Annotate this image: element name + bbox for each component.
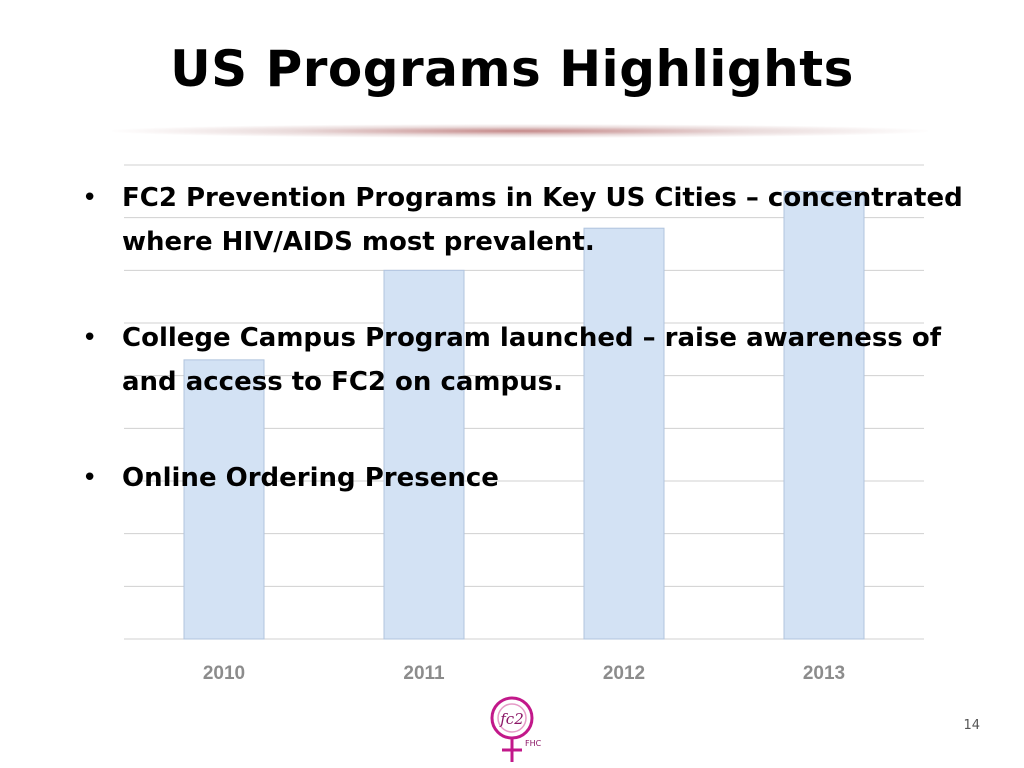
x-tick-label: 2013 xyxy=(803,663,845,684)
bullet-text: FC2 Prevention Programs in Key US Cities… xyxy=(122,183,963,257)
bullet-item-online-ordering: • Online Ordering Presence xyxy=(82,456,1002,500)
bar-2010 xyxy=(183,359,265,640)
fc2-logo-icon: fc2 FHC xyxy=(490,696,542,762)
bullet-text: College Campus Program launched – raise … xyxy=(122,323,941,397)
bar-2013 xyxy=(783,190,865,640)
title-underline-shadow xyxy=(112,124,928,138)
x-tick-label: 2012 xyxy=(603,663,645,684)
bar-2011 xyxy=(383,269,465,640)
slide-title: US Programs Highlights xyxy=(170,40,854,98)
bar-2012 xyxy=(583,227,665,640)
x-tick-label: 2010 xyxy=(203,663,245,684)
bullet-item-college-campus: • College Campus Program launched – raise… xyxy=(82,316,1002,404)
bullet-dot-icon: • xyxy=(82,323,98,353)
bullet-item-prevention-programs: • FC2 Prevention Programs in Key US Citie… xyxy=(82,176,1002,264)
bullet-text: Online Ordering Presence xyxy=(122,463,499,493)
bullet-dot-icon: • xyxy=(82,463,98,493)
logo-subtext: FHC xyxy=(525,739,542,748)
logo-text: fc2 xyxy=(499,710,524,728)
bullet-dot-icon: • xyxy=(82,183,98,213)
page-number: 14 xyxy=(963,718,980,733)
x-tick-label: 2011 xyxy=(403,663,445,684)
bullet-list: • FC2 Prevention Programs in Key US Citie… xyxy=(82,176,1002,552)
